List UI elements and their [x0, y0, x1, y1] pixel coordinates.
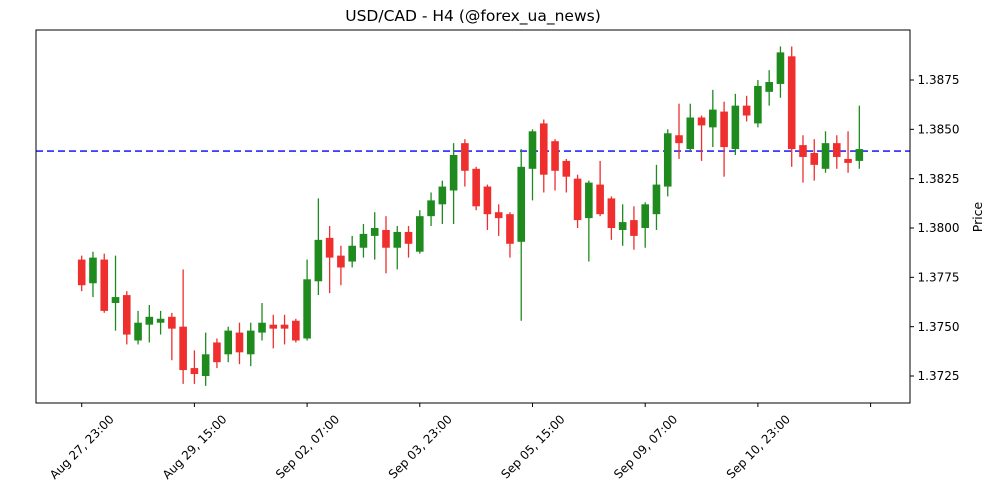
candle-body [359, 233, 368, 248]
candle-body [517, 166, 526, 242]
candle-body [799, 145, 807, 157]
candle-body [765, 81, 773, 92]
candle-body [134, 322, 142, 341]
candle-body [179, 326, 187, 371]
candle-body [720, 111, 728, 148]
candle-body [337, 255, 345, 268]
candle-body [709, 109, 717, 128]
candle-body [641, 204, 649, 228]
candle-body [461, 143, 469, 171]
candle-body [393, 231, 402, 248]
candle-body [404, 231, 413, 244]
candle-body [618, 222, 627, 230]
plot-border [35, 29, 911, 404]
candle-body [89, 257, 97, 284]
candle-body [697, 117, 706, 126]
x-tick-label: Sep 03, 23:00 [386, 412, 455, 481]
candle-body [551, 141, 559, 171]
candle-body [562, 160, 571, 177]
y-tick-label: 1.3825 [918, 172, 960, 186]
candle-body [472, 168, 480, 207]
candle-body [438, 186, 447, 205]
candle-body [539, 123, 548, 175]
y-tick-label: 1.3875 [918, 73, 960, 87]
y-tick-label: 1.3775 [918, 271, 960, 285]
candle-body [168, 316, 176, 329]
candle-body [111, 297, 120, 303]
candle-body [77, 259, 86, 286]
candle-body [449, 154, 458, 191]
candle-body [348, 245, 356, 262]
candle-body [810, 153, 819, 165]
candle-body [573, 178, 582, 221]
candle-body [427, 200, 435, 217]
x-tick-label: Aug 29, 15:00 [160, 412, 230, 482]
candle-body [145, 316, 154, 325]
candle-body [787, 56, 796, 150]
x-tick-label: Aug 27, 23:00 [47, 412, 117, 482]
candle-body [258, 322, 266, 333]
candle-body [675, 135, 683, 144]
candle-body [269, 324, 278, 329]
candle-body [776, 52, 785, 84]
candle-body [844, 158, 852, 163]
y-axis-label: Price [970, 201, 985, 232]
candle-body [494, 212, 503, 219]
candle-body [246, 330, 255, 355]
candle-body [370, 228, 379, 236]
candle-body [585, 182, 593, 219]
candle-body [314, 239, 323, 282]
candle-body [652, 184, 661, 215]
candle-body [607, 198, 616, 228]
y-tick-label: 1.3750 [918, 320, 960, 334]
chart-title: USD/CAD - H4 (@forex_ua_news) [345, 7, 601, 26]
x-tick-label: Sep 02, 07:00 [273, 412, 342, 481]
candle-body [821, 143, 830, 169]
candle-body [201, 354, 210, 376]
candle-body [686, 117, 695, 150]
candle-body [122, 295, 131, 335]
candle-body [416, 216, 424, 252]
candle-body [483, 186, 492, 215]
candle-body [280, 324, 289, 329]
x-tick-label: Sep 05, 15:00 [498, 412, 567, 481]
candle-body [325, 237, 334, 258]
candle-body [731, 105, 740, 150]
candle-body [235, 332, 244, 353]
candle-body [224, 330, 233, 355]
candle-body [855, 149, 864, 161]
candle-body [832, 143, 841, 157]
candle-body [630, 220, 638, 236]
candle-body [156, 318, 165, 323]
y-tick-label: 1.3725 [918, 369, 960, 383]
candle-body [754, 85, 762, 124]
x-tick-label: Sep 09, 07:00 [611, 412, 680, 481]
candle-body [213, 342, 221, 363]
candle-body [742, 105, 751, 116]
candle-body [596, 184, 604, 215]
candle-body [663, 133, 672, 187]
candle-body [292, 320, 300, 341]
candle-body [100, 259, 109, 311]
candle-body [382, 229, 390, 248]
candle-body [506, 214, 514, 244]
candle-body [190, 368, 199, 375]
candle-body [528, 131, 537, 169]
plot-area: 1.3725 1.3750 1.3775 1.3800 1.3825 1.3850 1.38… [35, 29, 960, 482]
x-tick-label: Sep 10, 23:00 [724, 412, 793, 481]
candle-body [303, 279, 311, 339]
y-tick-label: 1.3850 [918, 123, 960, 137]
y-tick-label: 1.3800 [918, 221, 960, 235]
